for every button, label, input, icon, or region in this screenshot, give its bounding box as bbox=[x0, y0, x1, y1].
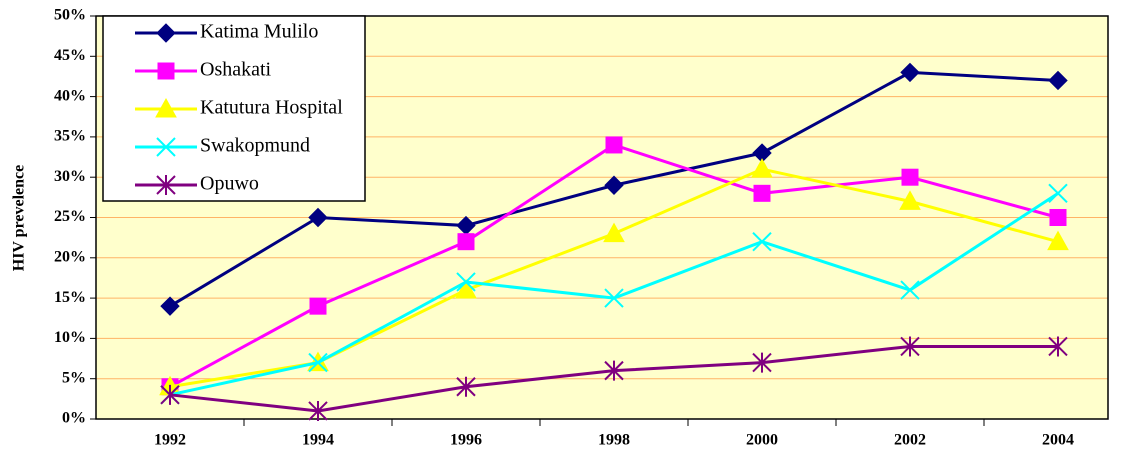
legend-marker bbox=[156, 175, 176, 195]
y-tick-label: 5% bbox=[62, 369, 86, 386]
marker bbox=[899, 190, 921, 210]
marker bbox=[604, 175, 624, 195]
marker bbox=[160, 384, 180, 405]
marker bbox=[604, 360, 624, 381]
marker bbox=[308, 352, 328, 373]
marker bbox=[751, 158, 773, 178]
marker bbox=[603, 222, 625, 243]
marker bbox=[752, 352, 772, 373]
x-tick-label: 2000 bbox=[746, 432, 778, 449]
marker bbox=[308, 207, 328, 228]
series bbox=[160, 62, 1068, 316]
marker bbox=[1049, 209, 1067, 226]
marker bbox=[455, 279, 477, 299]
y-tick-label: 10% bbox=[54, 329, 86, 346]
legend: Katima Mulilo Oshakati Katutura Hospital Sw… bbox=[102, 15, 366, 202]
y-tick-label: 0% bbox=[62, 410, 86, 427]
x-tick-label: 1994 bbox=[302, 432, 334, 449]
series bbox=[160, 336, 1068, 421]
marker bbox=[456, 376, 476, 397]
y-tick-label: 15% bbox=[54, 289, 86, 306]
legend-label: Swakopmund bbox=[200, 135, 310, 157]
series bbox=[161, 136, 1067, 396]
marker bbox=[309, 297, 327, 315]
y-tick-label: 20% bbox=[54, 248, 86, 265]
y-tick-label: 35% bbox=[54, 128, 86, 145]
marker bbox=[900, 336, 920, 357]
legend-marker bbox=[157, 62, 175, 80]
x-tick-label: 2002 bbox=[894, 432, 926, 449]
marker bbox=[604, 288, 624, 308]
y-tick-label: 50% bbox=[54, 7, 86, 24]
x-tick-label: 1996 bbox=[450, 432, 482, 449]
marker bbox=[900, 280, 920, 300]
y-tick-label: 40% bbox=[54, 87, 86, 104]
marker bbox=[1047, 230, 1069, 251]
legend-label: Oshakati bbox=[200, 59, 272, 81]
plot-border bbox=[95, 15, 1109, 420]
marker bbox=[605, 136, 623, 154]
x-tick-label: 2004 bbox=[1042, 432, 1074, 449]
marker bbox=[753, 184, 771, 202]
marker bbox=[900, 62, 920, 83]
x-tick-label: 1998 bbox=[598, 432, 630, 449]
marker bbox=[456, 272, 476, 292]
y-tick-label: 45% bbox=[54, 47, 86, 64]
marker bbox=[457, 233, 475, 251]
legend-marker bbox=[156, 137, 176, 157]
marker bbox=[1048, 183, 1068, 204]
y-axis-label: HIV prevelence bbox=[11, 165, 28, 272]
y-tick-label: 30% bbox=[54, 168, 86, 185]
marker bbox=[1048, 336, 1068, 357]
y-tick-label: 25% bbox=[54, 208, 86, 225]
legend-label: Katutura Hospital bbox=[200, 97, 343, 119]
legend-label: Katima Mulilo bbox=[200, 21, 318, 43]
legend-marker bbox=[155, 97, 177, 118]
marker bbox=[160, 296, 180, 316]
marker bbox=[752, 231, 772, 252]
x-tick-label: 1992 bbox=[154, 432, 186, 449]
legend-label: Opuwo bbox=[200, 173, 259, 195]
marker bbox=[1048, 70, 1068, 91]
marker bbox=[308, 400, 328, 421]
marker bbox=[901, 168, 919, 186]
legend-marker bbox=[156, 23, 176, 43]
